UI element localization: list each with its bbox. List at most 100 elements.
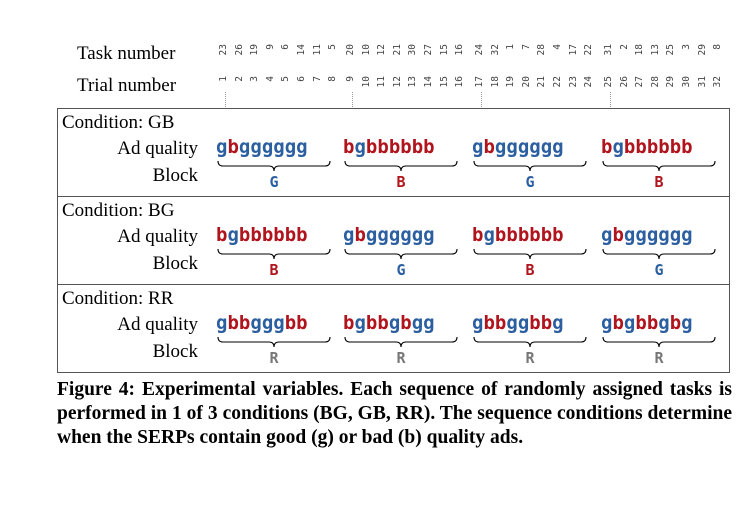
- task-number: 10: [360, 44, 372, 56]
- bad-ad-mark: b: [612, 224, 624, 246]
- good-ad-mark: g: [343, 224, 355, 246]
- trial-number: 16: [454, 76, 466, 88]
- good-ad-mark: g: [552, 312, 564, 334]
- good-ad-mark: g: [250, 136, 262, 158]
- block-brace: [217, 248, 331, 260]
- ad-quality-sequence: gbgggggg: [343, 224, 435, 246]
- task-number: 1: [505, 44, 517, 50]
- trial-number: 5: [280, 76, 292, 82]
- bad-ad-mark: b: [506, 224, 518, 246]
- block-letter: G: [396, 261, 406, 279]
- bad-ad-mark: b: [365, 136, 378, 158]
- trial-number: 15: [438, 76, 450, 88]
- bad-ad-mark: b: [635, 312, 647, 334]
- good-ad-mark: g: [681, 312, 693, 334]
- trial-number: 29: [665, 76, 677, 88]
- bad-ad-mark: b: [472, 224, 484, 246]
- bad-ad-mark: b: [261, 224, 274, 246]
- block-brace: [344, 248, 458, 260]
- good-ad-mark: g: [238, 136, 251, 158]
- ad-quality-sequence: bgbbbbbb: [216, 224, 308, 246]
- ad-quality-label: Ad quality: [117, 226, 198, 247]
- good-ad-mark: g: [261, 136, 274, 158]
- good-ad-mark: g: [601, 224, 613, 246]
- bad-ad-mark: b: [540, 224, 553, 246]
- task-number: 30: [407, 44, 419, 56]
- trial-number: 6: [296, 76, 307, 82]
- task-number: 24: [474, 44, 485, 56]
- ad-quality-sequence: bgbbbbbb: [601, 136, 693, 158]
- bad-ad-mark: b: [658, 136, 670, 158]
- task-number: 19: [249, 44, 261, 56]
- task-number: 8: [712, 44, 724, 50]
- good-ad-mark: g: [354, 312, 366, 334]
- condition-name: Condition: GB: [62, 112, 175, 133]
- bad-ad-mark: b: [227, 136, 239, 158]
- good-ad-mark: g: [612, 136, 624, 158]
- task-number: 29: [696, 44, 708, 56]
- good-ad-mark: g: [411, 224, 424, 246]
- ad-quality-sequence: gbgggggg: [601, 224, 693, 246]
- trial-number: 4: [264, 76, 276, 82]
- bad-ad-mark: b: [216, 224, 228, 246]
- bad-ad-mark: b: [423, 136, 435, 158]
- block-letter: G: [269, 173, 279, 191]
- block-letter: R: [525, 349, 535, 367]
- block-letter: G: [654, 261, 664, 279]
- good-ad-mark: g: [506, 136, 518, 158]
- task-number-label: Task number: [77, 43, 176, 64]
- good-ad-mark: g: [658, 312, 670, 334]
- block-letter: B: [525, 261, 535, 279]
- bad-ad-mark: b: [388, 136, 401, 158]
- task-number: 13: [649, 44, 661, 56]
- good-ad-mark: g: [423, 312, 435, 334]
- task-number: 21: [391, 44, 403, 56]
- good-ad-mark: g: [296, 136, 308, 158]
- ad-quality-sequence: bgbbgbgg: [343, 312, 435, 334]
- block-letter: B: [654, 173, 664, 191]
- good-ad-mark: g: [669, 224, 682, 246]
- block-letter: R: [654, 349, 664, 367]
- bad-ad-mark: b: [284, 224, 297, 246]
- bad-ad-mark: b: [400, 136, 412, 158]
- trial-number: 25: [603, 76, 614, 88]
- bad-ad-mark: b: [681, 136, 693, 158]
- bad-ad-mark: b: [529, 224, 541, 246]
- trial-number: 1: [218, 76, 229, 82]
- ad-quality-sequence: gbgggggg: [216, 136, 308, 158]
- block-brace: [344, 160, 458, 172]
- task-number: 3: [681, 44, 692, 50]
- bad-ad-mark: b: [273, 224, 285, 246]
- task-number: 25: [665, 44, 677, 56]
- block-brace: [602, 248, 716, 260]
- trial-number: 26: [618, 76, 630, 88]
- good-ad-mark: g: [354, 136, 366, 158]
- bad-ad-mark: b: [238, 312, 251, 334]
- good-ad-mark: g: [423, 224, 435, 246]
- ad-quality-sequence: gbbgggbb: [216, 312, 308, 334]
- block-brace: [473, 160, 587, 172]
- trial-number: 30: [681, 76, 692, 88]
- good-ad-mark: g: [250, 312, 262, 334]
- block-brace: [473, 336, 587, 348]
- good-ad-mark: g: [227, 224, 239, 246]
- trial-number: 28: [649, 76, 661, 88]
- ad-quality-sequence: bgbbbbbb: [343, 136, 435, 158]
- good-ad-mark: g: [623, 312, 636, 334]
- trial-number: 11: [376, 76, 388, 88]
- ad-quality-label: Ad quality: [117, 138, 198, 159]
- good-ad-mark: g: [411, 312, 424, 334]
- block-label: Block: [152, 253, 198, 274]
- ad-quality-sequence: gbgbbgbg: [601, 312, 693, 334]
- ad-quality-label: Ad quality: [117, 314, 198, 335]
- trial-number: 7: [311, 76, 323, 82]
- trial-number: 12: [391, 76, 403, 88]
- bad-ad-mark: b: [343, 136, 355, 158]
- bad-ad-mark: b: [669, 136, 682, 158]
- bad-ad-mark: b: [250, 224, 262, 246]
- trial-number: 27: [634, 76, 646, 88]
- task-number: 22: [583, 44, 595, 56]
- bad-ad-mark: b: [483, 136, 495, 158]
